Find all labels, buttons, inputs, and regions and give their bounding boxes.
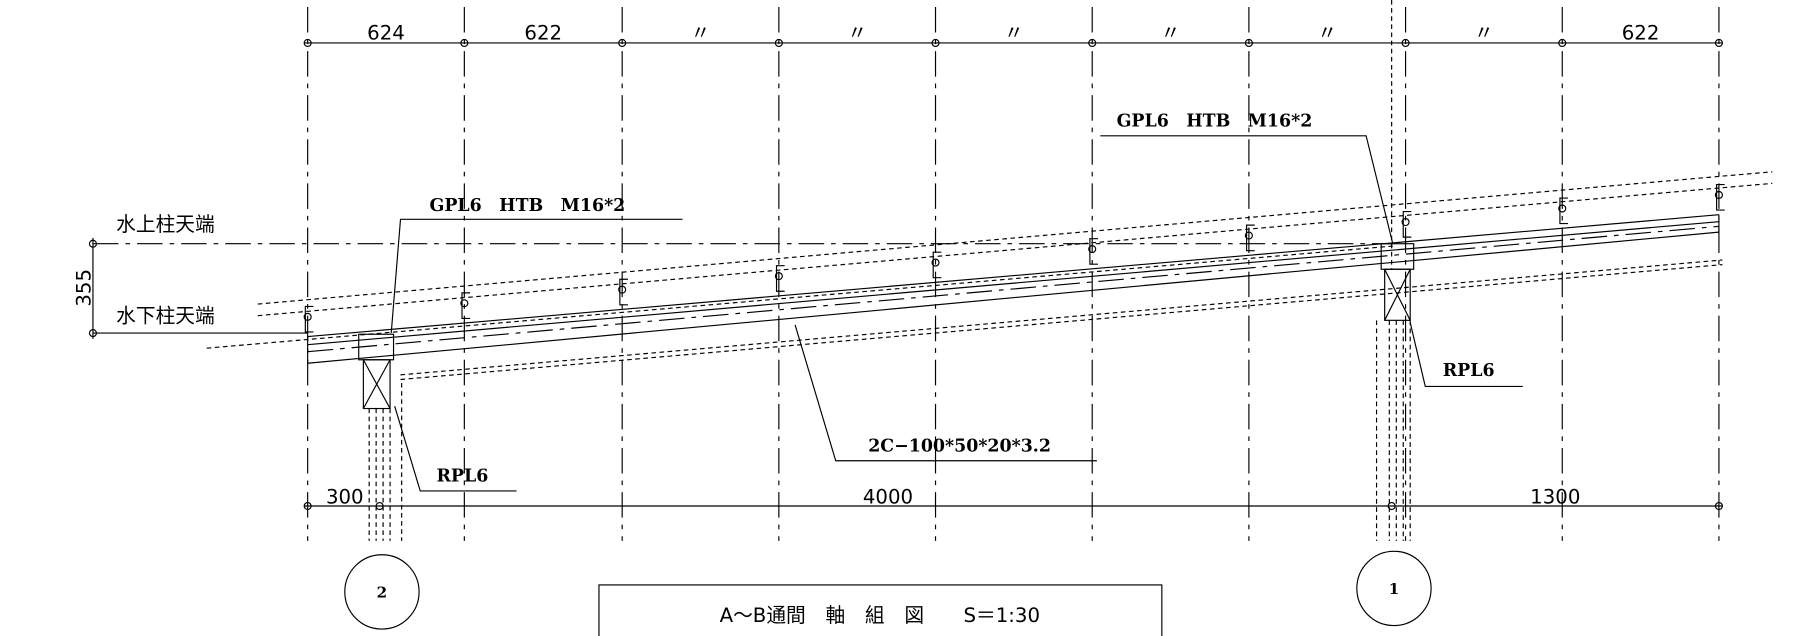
bolt (1244, 231, 1253, 240)
leader (1100, 135, 1394, 244)
bottom-dimension: 300 (326, 486, 364, 509)
plate-left (358, 333, 395, 361)
rafter-bottom (307, 231, 1719, 364)
tick (1387, 501, 1396, 511)
top-dimension: 622 (524, 21, 562, 44)
top-dimension: 〃 (847, 21, 867, 44)
callout: RPL6 (436, 467, 488, 487)
callout: GPL6 HTB M16*2 (430, 196, 626, 216)
tick (303, 501, 312, 511)
tick (303, 38, 312, 48)
callout: RPL6 (1443, 361, 1495, 381)
grid-label: 1 (1389, 580, 1400, 598)
soffit (400, 264, 1723, 381)
tick (88, 329, 98, 338)
tick (88, 239, 98, 248)
grid-label: 2 (377, 584, 388, 602)
tick (1088, 38, 1097, 48)
roof-upper (257, 182, 1773, 317)
column-right-below (1375, 0, 1411, 541)
leader (390, 218, 683, 334)
column-right-x (1384, 268, 1411, 321)
bolt (774, 272, 783, 281)
roof-lower (206, 245, 1393, 349)
tick (1401, 38, 1410, 48)
tick (774, 38, 783, 48)
title-box (598, 584, 1163, 636)
level-height: 355 (73, 269, 96, 307)
bottom-dimension: 4000 (863, 486, 913, 509)
rafter-top (307, 214, 1719, 338)
bottom-dimension: 1300 (1530, 486, 1580, 509)
plate-right (1380, 243, 1415, 270)
callout: 2C−100*50*20*3.2 (868, 436, 1051, 456)
leader (1409, 322, 1523, 388)
column-left-below (368, 382, 403, 541)
tick (1558, 38, 1567, 48)
rafter-center (307, 225, 1719, 353)
bolt (303, 312, 312, 321)
top-dimension: 622 (1622, 21, 1660, 44)
grid-bubble (344, 554, 420, 630)
leader (794, 324, 1097, 462)
soffit (400, 259, 1723, 376)
top-dimension: 〃 (1317, 21, 1337, 44)
leader (394, 406, 517, 492)
bolt (1401, 217, 1410, 227)
tick (1244, 38, 1253, 48)
bolt (460, 299, 469, 308)
tick (460, 38, 469, 48)
tick (375, 501, 384, 511)
tick (1714, 38, 1723, 48)
top-dimension: 〃 (1004, 21, 1024, 44)
tick (1714, 501, 1723, 511)
top-dimension: 〃 (691, 21, 711, 44)
bolt (1088, 245, 1097, 254)
column-left-x (362, 359, 391, 409)
purlin (775, 265, 785, 292)
tick (618, 38, 627, 48)
bolt (618, 285, 627, 294)
tick (931, 38, 940, 48)
top-dimension: 624 (367, 21, 405, 44)
grid-bubble (1356, 550, 1432, 627)
linework (88, 0, 1773, 636)
top-dimension: 〃 (1161, 21, 1181, 44)
top-dimension: 〃 (1474, 21, 1494, 44)
callout: GPL6 HTB M16*2 (1117, 112, 1313, 132)
bolt (1558, 204, 1567, 213)
rafter-line (307, 221, 1719, 346)
title: A～B通間 軸 組 図 S＝1:30 (720, 604, 1040, 627)
level-label: 水上柱天端 (116, 213, 215, 236)
bolt (931, 258, 940, 267)
roof-upper (257, 171, 1773, 305)
purlin (619, 278, 628, 306)
level-label: 水下柱天端 (116, 305, 215, 328)
bolt (1714, 190, 1723, 200)
